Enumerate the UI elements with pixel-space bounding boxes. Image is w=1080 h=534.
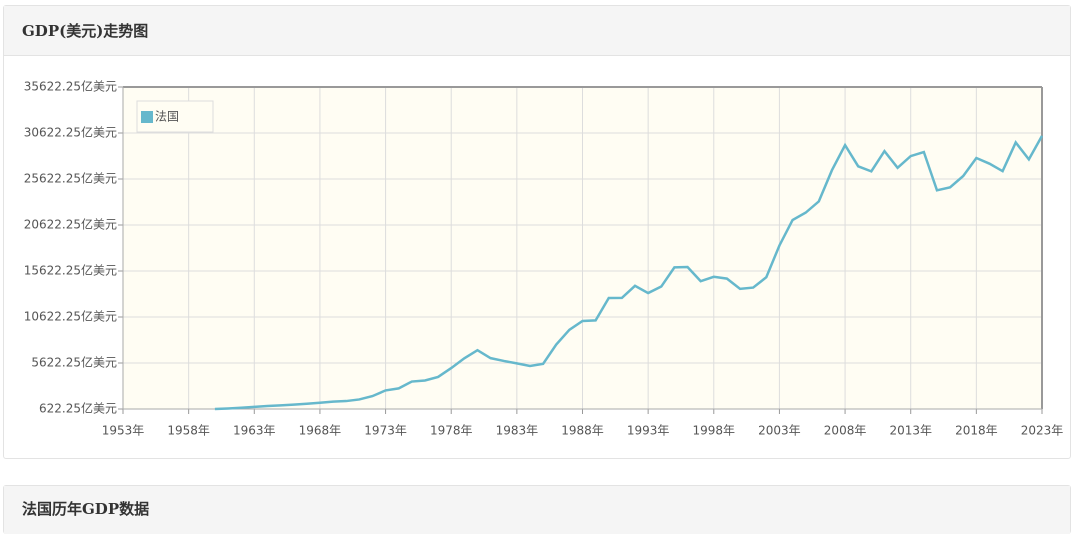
- y-tick-label: 25622.25亿美元: [24, 171, 117, 186]
- x-tick-label: 1973年: [364, 424, 407, 438]
- x-tick-label: 1993年: [627, 424, 670, 438]
- y-tick-label: 20622.25亿美元: [24, 217, 117, 232]
- x-tick-label: 2013年: [889, 424, 932, 438]
- data-line: [214, 135, 1044, 411]
- table-panel: 法国历年GDP数据: [3, 485, 1071, 534]
- x-tick-label: 2008年: [824, 424, 867, 438]
- panel-title: GDP(美元)走势图: [4, 6, 1070, 56]
- x-tick-label: 2018年: [955, 424, 998, 438]
- x-tick-label: 2003年: [758, 424, 801, 438]
- y-tick-label: 10622.25亿美元: [24, 309, 117, 324]
- panel-title: 法国历年GDP数据: [4, 486, 1070, 534]
- y-tick-label: 5622.25亿美元: [31, 355, 117, 370]
- y-tick-label: 30622.25亿美元: [24, 125, 117, 140]
- legend-swatch: [141, 111, 153, 123]
- legend-label: 法国: [155, 110, 179, 124]
- y-tick-label: 35622.25亿美元: [24, 79, 117, 94]
- y-tick-label: 15622.25亿美元: [24, 263, 117, 278]
- x-tick-label: 1958年: [167, 424, 210, 438]
- x-tick-label: 1963年: [233, 424, 276, 438]
- x-tick-label: 2023年: [1021, 424, 1064, 438]
- x-tick-label: 1983年: [496, 424, 539, 438]
- x-tick-label: 1953年: [102, 424, 145, 438]
- x-tick-label: 1968年: [299, 424, 342, 438]
- x-tick-label: 1988年: [561, 424, 604, 438]
- x-tick-label: 1978年: [430, 424, 473, 438]
- y-tick-label: 622.25亿美元: [39, 401, 117, 416]
- x-tick-label: 1998年: [693, 424, 736, 438]
